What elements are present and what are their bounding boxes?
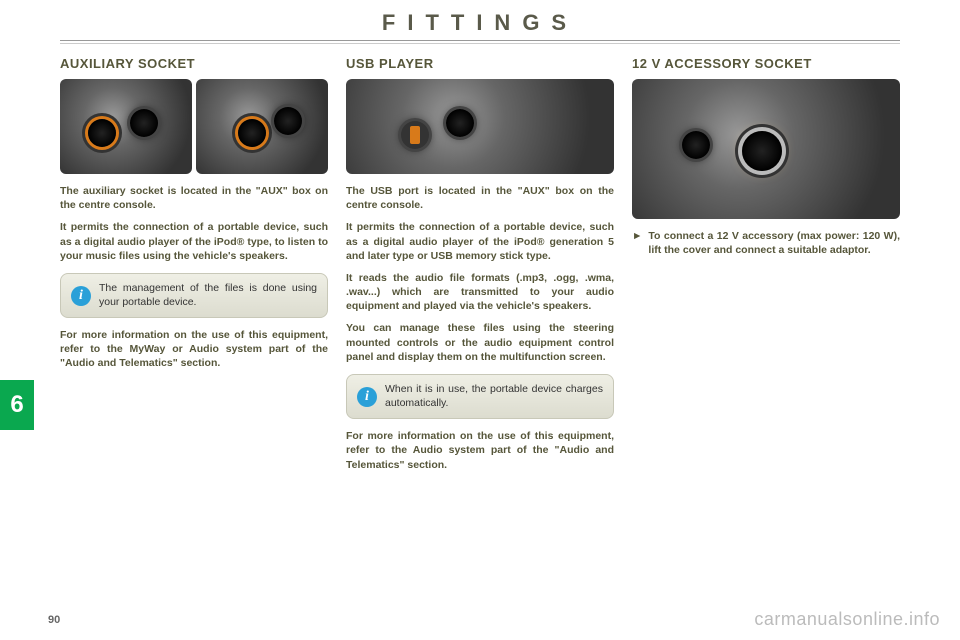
usb-slot-icon bbox=[410, 126, 420, 144]
info-icon: i bbox=[71, 286, 91, 306]
watermark: carmanualsonline.info bbox=[754, 609, 940, 630]
content-columns: AUXILIARY SOCKET The auxiliary socket is… bbox=[0, 56, 960, 480]
page-number: 90 bbox=[48, 614, 60, 626]
accessory-socket-icon bbox=[742, 131, 782, 171]
column-12v-socket: 12 V ACCESSORY SOCKET ► To connect a 12 … bbox=[632, 56, 900, 480]
heading-12v: 12 V ACCESSORY SOCKET bbox=[632, 56, 900, 71]
info-icon: i bbox=[357, 387, 377, 407]
image-row bbox=[632, 79, 900, 219]
image-row bbox=[60, 79, 328, 174]
info-text: The management of the files is done usin… bbox=[99, 282, 317, 309]
secondary-socket-icon bbox=[130, 109, 158, 137]
section-tab: 6 bbox=[0, 380, 34, 430]
paragraph: For more information on the use of this … bbox=[60, 328, 328, 371]
info-box: i The management of the files is done us… bbox=[60, 273, 328, 318]
heading-aux: AUXILIARY SOCKET bbox=[60, 56, 328, 71]
column-auxiliary-socket: AUXILIARY SOCKET The auxiliary socket is… bbox=[60, 56, 328, 480]
heading-usb: USB PLAYER bbox=[346, 56, 614, 71]
secondary-socket-icon bbox=[682, 131, 710, 159]
image-row bbox=[346, 79, 614, 174]
paragraph: It permits the connection of a portable … bbox=[346, 220, 614, 263]
photo-aux-closed bbox=[60, 79, 192, 174]
paragraph: You can manage these files using the ste… bbox=[346, 321, 614, 364]
info-box: i When it is in use, the portable device… bbox=[346, 374, 614, 419]
aux-socket-open-icon bbox=[238, 119, 266, 147]
secondary-socket-icon bbox=[446, 109, 474, 137]
secondary-socket-icon bbox=[274, 107, 302, 135]
info-text: When it is in use, the portable device c… bbox=[385, 383, 603, 410]
divider bbox=[60, 43, 900, 44]
paragraph: The USB port is located in the "AUX" box… bbox=[346, 184, 614, 212]
paragraph: It reads the audio file formats (.mp3, .… bbox=[346, 271, 614, 314]
aux-socket-closed-icon bbox=[88, 119, 116, 147]
paragraph: The auxiliary socket is located in the "… bbox=[60, 184, 328, 212]
bullet-arrow-icon: ► bbox=[632, 229, 642, 257]
bullet-item: ► To connect a 12 V accessory (max power… bbox=[632, 229, 900, 257]
page-header-title: FITTINGS bbox=[0, 0, 960, 36]
paragraph: For more information on the use of this … bbox=[346, 429, 614, 472]
photo-usb bbox=[346, 79, 614, 174]
photo-aux-open bbox=[196, 79, 328, 174]
divider bbox=[60, 40, 900, 41]
paragraph: It permits the connection of a portable … bbox=[60, 220, 328, 263]
column-usb-player: USB PLAYER The USB port is located in th… bbox=[346, 56, 614, 480]
bullet-text: To connect a 12 V accessory (max power: … bbox=[648, 229, 900, 257]
photo-12v bbox=[632, 79, 900, 219]
usb-socket-icon bbox=[401, 121, 429, 149]
